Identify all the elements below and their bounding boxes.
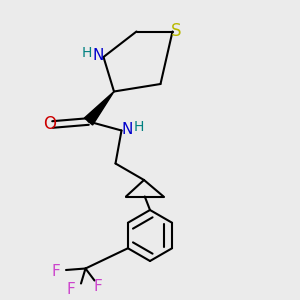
Text: N: N (92, 48, 104, 63)
Text: N: N (121, 122, 133, 136)
Polygon shape (84, 92, 114, 125)
Text: O: O (43, 115, 56, 133)
Text: F: F (93, 279, 102, 294)
Text: F: F (51, 264, 60, 279)
Text: H: H (81, 46, 92, 60)
Text: H: H (134, 120, 144, 134)
Text: S: S (171, 22, 181, 40)
Text: F: F (66, 282, 75, 297)
